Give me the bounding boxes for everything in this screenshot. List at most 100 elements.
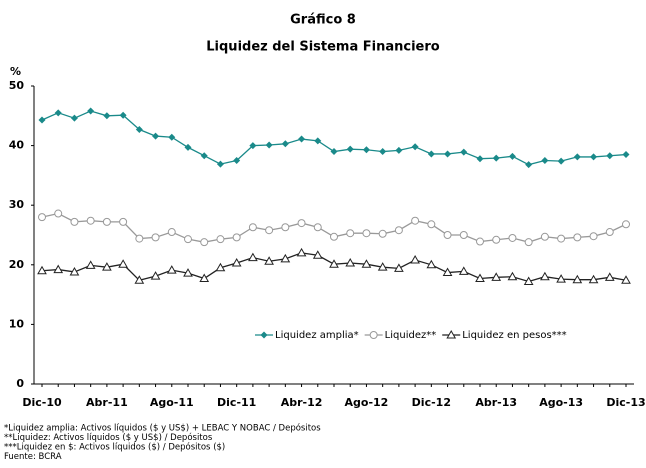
point [233,157,241,164]
point [280,253,291,263]
footnote: ***Liquidez en $: Activos líquidos ($) /… [4,442,225,453]
point [362,146,370,154]
point [184,143,192,151]
point [346,145,354,153]
legend-marker [369,331,378,339]
point [622,220,630,229]
point [167,228,176,237]
point [168,133,176,141]
point [232,233,241,242]
point [410,255,420,264]
point [394,226,403,235]
point [443,231,452,239]
point [119,111,127,119]
point [459,231,468,239]
legend-marker [446,329,457,339]
point [330,148,338,156]
point [54,109,62,117]
point [297,219,306,228]
chart-subtitle: Liquidez del Sistema Financiero [206,40,440,55]
legend-label: Liquidez** [385,330,437,341]
footnote: **Liquidez: Activos líquidos ($ y US$) /… [4,432,213,443]
x-tick-label: Ago-12 [345,396,389,409]
y-tick-label: 10 [9,317,25,330]
point [427,220,436,229]
point [119,217,128,226]
point [312,250,323,259]
point [281,140,289,148]
point [215,262,226,272]
point [379,148,387,156]
point [442,267,453,277]
point [606,152,614,160]
point [152,132,160,140]
y-tick-label: 0 [16,377,24,390]
point [249,142,257,150]
point [200,152,208,160]
point [135,234,144,243]
point [411,216,420,225]
point [426,259,437,269]
y-tick-label: 20 [9,258,25,271]
point [541,157,549,164]
point [525,161,533,169]
point [508,152,516,160]
point [523,276,534,285]
point [621,275,631,284]
point [540,232,549,241]
point [394,263,404,272]
legend-label: Liquidez amplia* [275,330,359,341]
point [281,223,290,232]
point [183,268,193,277]
point [184,235,192,244]
point [314,137,322,145]
point [475,273,485,283]
point [151,233,160,242]
point [85,260,96,269]
point [53,264,64,274]
point [54,209,63,218]
point [556,274,566,283]
point [491,272,502,281]
point [330,232,338,241]
point [476,237,484,246]
footnote: *Liquidez amplia: Activos líquidos ($ y … [4,423,321,434]
point [134,275,145,284]
point [411,143,419,151]
point [590,153,598,161]
point [589,232,598,241]
point [573,233,582,242]
y-tick-label: 30 [9,198,25,211]
point [604,272,615,281]
x-tick-label: Ago-13 [539,396,583,409]
point [458,266,469,275]
point [248,252,258,262]
x-tick-label: Abr-13 [475,396,517,409]
point [492,154,500,162]
point [70,217,79,226]
point [508,233,517,242]
x-tick-label: Dic-13 [606,396,645,409]
point [200,238,209,247]
point [524,238,533,247]
point [346,229,355,238]
point [103,112,111,120]
point [216,235,225,244]
point [362,229,371,238]
point [102,217,111,226]
point [265,226,274,235]
point [377,262,388,271]
point [38,116,46,124]
point [395,146,403,154]
point [460,148,468,156]
point [248,223,257,232]
point [572,274,583,284]
point [199,273,210,283]
x-tick-label: Dic-11 [217,396,256,409]
point [296,247,307,257]
point [37,265,47,275]
point [588,274,599,284]
point [231,258,242,267]
point [216,160,224,168]
x-tick-label: Abr-12 [281,396,323,409]
